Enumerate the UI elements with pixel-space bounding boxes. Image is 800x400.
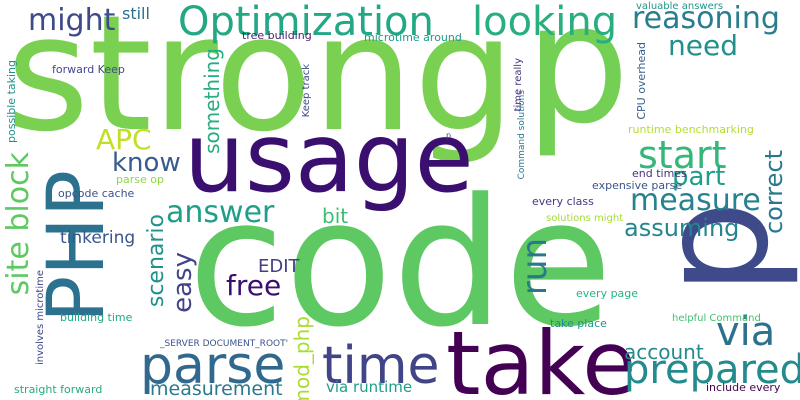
word-helpful-command: helpful Command — [672, 313, 761, 324]
word-building-time: building time — [60, 311, 133, 324]
word-tinkering: tinkering — [60, 228, 136, 248]
word-take-place: take place — [550, 317, 607, 330]
word-solutions-might: solutions might — [546, 213, 624, 224]
word-easy: easy — [168, 252, 198, 313]
word-p: p — [525, 0, 630, 160]
word-might: might — [28, 3, 116, 38]
word-something: something — [200, 48, 224, 154]
word-runtime-benchmarking: runtime benchmarking — [628, 123, 754, 136]
word-assuming: assuming — [624, 214, 740, 242]
word-measurement: measurement — [150, 378, 283, 400]
word-parse: parse — [140, 336, 286, 396]
word-bit: bit — [322, 204, 349, 228]
word-mod-php: mod_php — [290, 316, 314, 400]
word-reasoning: reasoning — [632, 1, 780, 36]
word-looking: looking — [472, 0, 618, 45]
word-end-times: end times — [632, 167, 687, 180]
word-forward-keep: forward Keep — [52, 63, 125, 76]
word-edit: EDIT — [258, 256, 300, 277]
word-answer: answer — [166, 195, 275, 230]
word-free: free — [226, 269, 282, 302]
word-strong: strong — [6, 0, 516, 167]
word-optimization: Optimization — [178, 0, 434, 45]
word-start: start — [638, 133, 727, 177]
word-valuable-answers: valuable answers — [636, 1, 724, 12]
word-take: take — [446, 312, 637, 400]
word-run: run — [515, 238, 555, 296]
word-time: time — [322, 336, 440, 396]
word-p-small: p — [446, 131, 452, 140]
word-need: need — [668, 29, 738, 62]
word-opcode-cache: opcode cache — [58, 187, 135, 200]
word-keep-track: Keep track — [301, 64, 312, 118]
word-microtime-around: microtime around — [364, 31, 462, 44]
word-parse-op: parse op — [116, 173, 164, 186]
word-prepared: prepared — [624, 347, 800, 393]
word-part: part — [672, 162, 726, 192]
word-via: via — [716, 309, 776, 355]
word-command-solutions: Command solutions — [517, 90, 527, 180]
word-via-runtime: via runtime — [326, 378, 413, 396]
word-involves-microtime: involves microtime — [35, 270, 46, 366]
word-still: still — [122, 4, 150, 23]
word-know: know — [112, 148, 181, 178]
word-possible-taking: possible taking — [5, 60, 18, 143]
word-cpu-overhead: CPU overhead — [635, 42, 648, 120]
word-correct: correct — [760, 150, 788, 235]
word-every-class: every class — [532, 195, 594, 208]
word-expensive-parse: expensive parse — [592, 179, 683, 192]
word-server-document-root: _SERVER DOCUMENT_ROOT' — [160, 339, 289, 349]
word-straight-forward: straight forward — [14, 383, 103, 396]
word-measure: measure — [630, 183, 761, 218]
word-site-block: site block — [1, 152, 36, 296]
word-scenario: scenario — [144, 214, 169, 308]
word-every-page: every page — [576, 287, 639, 300]
word-include-every: include every — [706, 381, 781, 394]
word-tree-building: tree building — [242, 29, 312, 42]
word-code: code — [188, 161, 613, 366]
word-usage: usage — [184, 102, 474, 214]
word-account: account — [624, 340, 704, 364]
word-apc: APC — [96, 123, 152, 156]
